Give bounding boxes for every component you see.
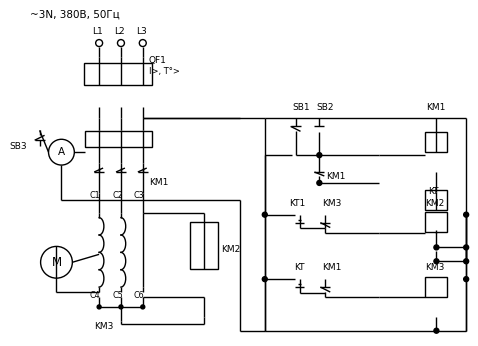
Text: M: M — [52, 256, 62, 269]
Text: L1: L1 — [92, 27, 103, 36]
Text: KM1: KM1 — [326, 172, 346, 181]
Circle shape — [464, 212, 468, 217]
Text: ~3N, 380В, 50Гц: ~3N, 380В, 50Гц — [30, 9, 120, 19]
Circle shape — [317, 181, 322, 185]
Text: KM1: KM1 — [426, 103, 446, 112]
Text: L3: L3 — [136, 27, 147, 36]
Circle shape — [464, 245, 468, 250]
Text: SB2: SB2 — [316, 103, 334, 112]
Text: C5: C5 — [112, 291, 123, 300]
Text: KM2: KM2 — [221, 245, 240, 254]
Text: C1: C1 — [89, 191, 100, 200]
Circle shape — [118, 39, 124, 46]
Text: KM3: KM3 — [425, 263, 445, 272]
Circle shape — [262, 277, 267, 282]
Text: SB1: SB1 — [293, 103, 310, 112]
Text: C3: C3 — [134, 191, 144, 200]
Text: C2: C2 — [112, 191, 123, 200]
Text: KT: KT — [294, 263, 305, 272]
Circle shape — [119, 305, 123, 309]
Text: KM1: KM1 — [322, 263, 342, 272]
Text: C6: C6 — [134, 291, 144, 300]
Circle shape — [41, 246, 72, 278]
Bar — [425, 212, 447, 231]
Circle shape — [464, 277, 468, 282]
Circle shape — [49, 139, 75, 165]
Circle shape — [434, 328, 439, 333]
Text: KM3: KM3 — [94, 322, 114, 331]
Text: KM2: KM2 — [425, 199, 445, 208]
Circle shape — [96, 39, 103, 46]
Circle shape — [262, 212, 267, 217]
Text: KT1: KT1 — [290, 199, 306, 208]
Bar — [425, 132, 447, 152]
Text: QF1: QF1 — [149, 56, 167, 65]
Circle shape — [464, 259, 468, 264]
Text: KM3: KM3 — [322, 199, 342, 208]
Circle shape — [141, 305, 145, 309]
Text: C4: C4 — [89, 291, 100, 300]
Circle shape — [139, 39, 146, 46]
Text: SB3: SB3 — [10, 142, 27, 151]
Circle shape — [434, 245, 439, 250]
Bar — [425, 190, 447, 210]
Text: KT: KT — [428, 187, 439, 196]
Bar — [190, 221, 218, 269]
Circle shape — [434, 259, 439, 264]
Circle shape — [317, 153, 322, 158]
Bar — [425, 277, 447, 297]
Text: KM1: KM1 — [149, 179, 168, 188]
Text: L2: L2 — [114, 27, 125, 36]
Bar — [84, 63, 152, 85]
Circle shape — [97, 305, 101, 309]
Text: A: A — [58, 147, 65, 157]
Bar — [85, 131, 152, 147]
Text: I>, T°>: I>, T°> — [149, 67, 180, 76]
